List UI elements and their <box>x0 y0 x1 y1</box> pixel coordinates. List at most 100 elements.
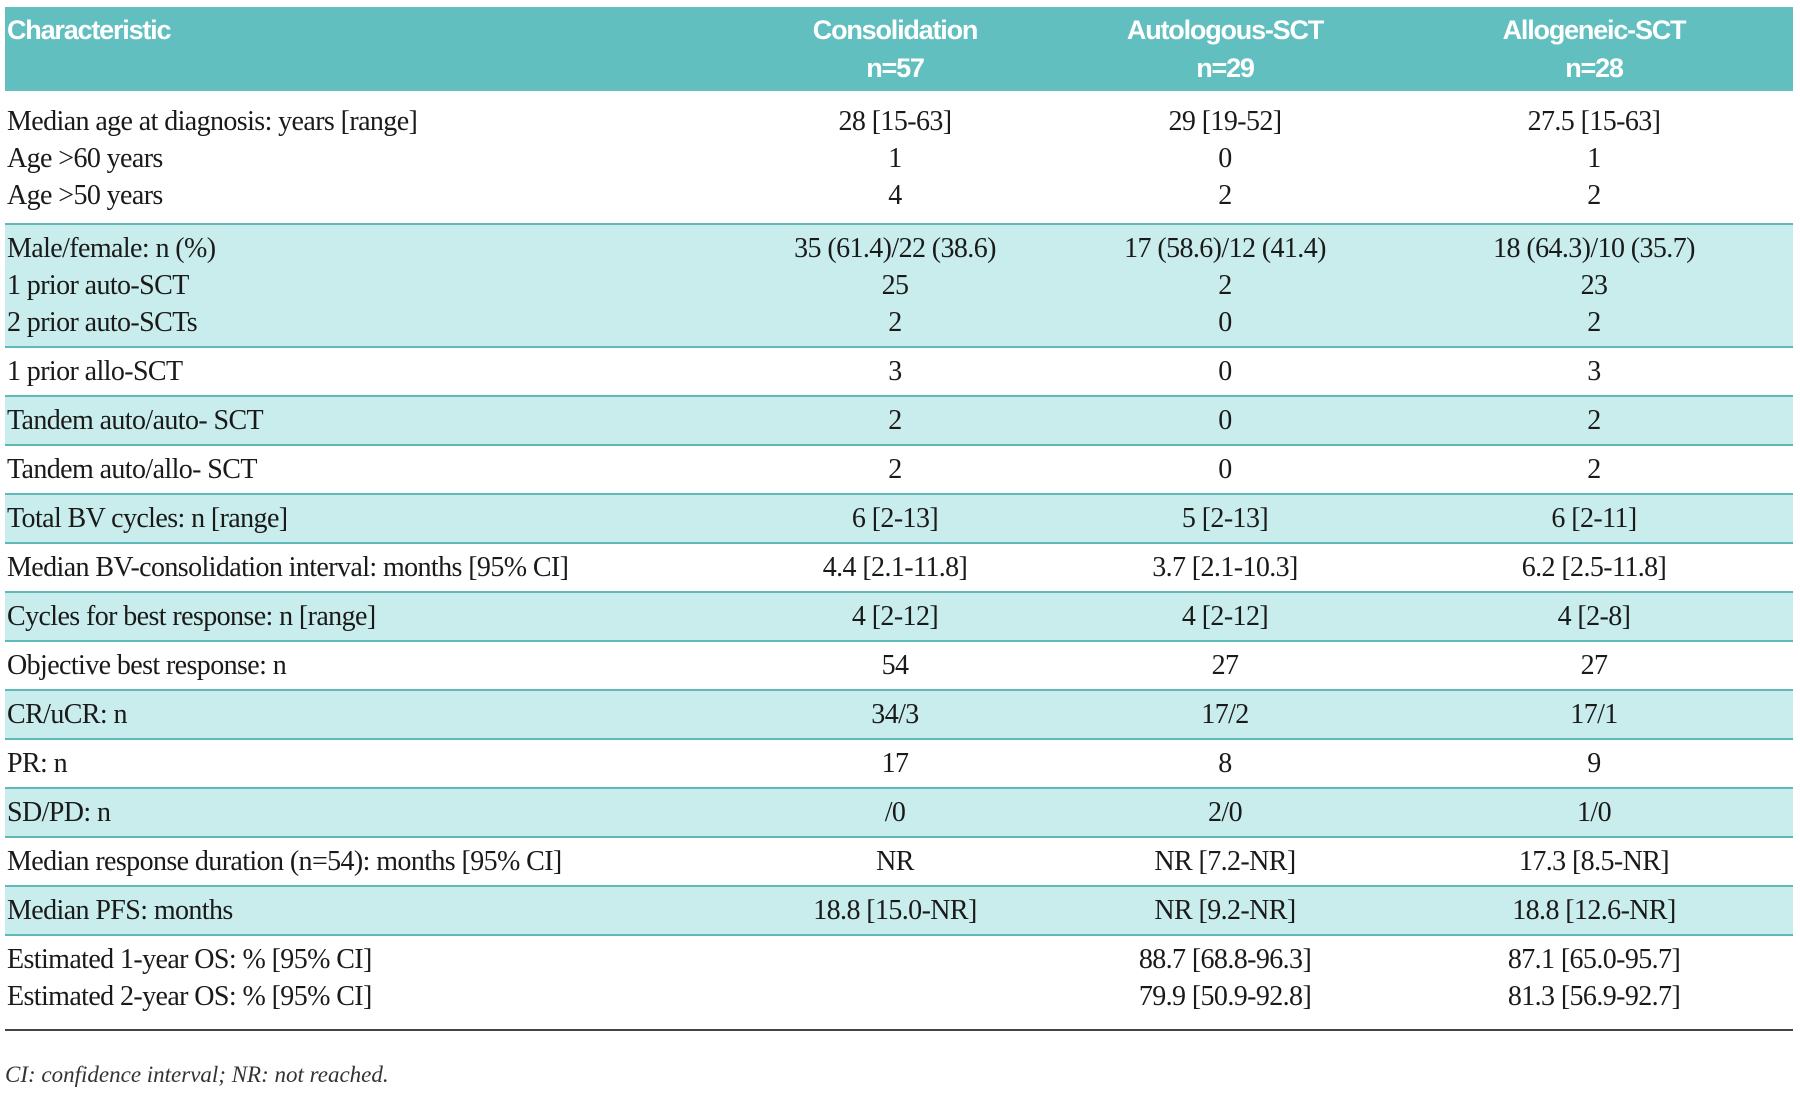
cell: 3.7 [2.1-10.3] <box>1152 552 1298 583</box>
cell: 2 <box>1218 270 1232 301</box>
column-name: Consolidation <box>812 15 979 45</box>
row-label: 1 prior auto-SCT <box>7 270 189 301</box>
table-row: Estimated 2-year OS: % [95% CI] 79.9 [50.… <box>5 978 1793 1020</box>
cell: 79.9 [50.9-92.8] <box>1138 981 1312 1012</box>
row-label: Total BV cycles: n [range] <box>7 503 288 534</box>
row-group: Estimated 1-year OS: % [95% CI] 88.7 [68.… <box>5 935 1793 1020</box>
cell: 2/0 <box>1208 797 1243 828</box>
table-header: Characteristic Consolidation n=57 Autologou… <box>5 7 1793 91</box>
cell: 1/0 <box>1577 797 1612 828</box>
row-label: Tandem auto/auto- SCT <box>7 405 264 436</box>
cell: 2 <box>888 307 902 338</box>
row-group: Tandem auto/auto- SCT 2 0 2 <box>5 396 1793 445</box>
cell: 2 <box>1218 180 1232 211</box>
row-label: PR: n <box>7 748 68 779</box>
cell: 8 <box>1218 748 1232 779</box>
cell: 18.8 [12.6-NR] <box>1512 895 1676 926</box>
cell: 4 [2-8] <box>1557 601 1631 632</box>
column-n: n=28 <box>1565 53 1624 83</box>
cell: 27 <box>1211 650 1239 681</box>
cell: 18 (64.3)/10 (35.7) <box>1493 233 1695 264</box>
cell: NR [7.2-NR] <box>1154 846 1296 877</box>
cell: 17 (58.6)/12 (41.4) <box>1124 233 1326 264</box>
table-row: 1 prior auto-SCT 25 2 23 <box>5 267 1793 304</box>
row-label: Cycles for best response: n [range] <box>7 601 376 632</box>
table-row: Age >50 years 4 2 2 <box>5 177 1793 224</box>
table-row: Tandem auto/allo- SCT 2 0 2 <box>5 445 1793 494</box>
row-group: Objective best response: n 54 27 27 <box>5 641 1793 690</box>
row-group: Median PFS: months 18.8 [15.0-NR] NR [9.2-… <box>5 886 1793 935</box>
row-label: Median BV-consolidation interval: months… <box>7 552 569 583</box>
cell: 3 <box>1587 356 1601 387</box>
cell: 88.7 [68.8-96.3] <box>1138 944 1312 975</box>
cell: 2 <box>888 454 902 485</box>
cell: 2 <box>1587 180 1601 211</box>
footer-rule <box>5 1029 1793 1031</box>
row-label: Median age at diagnosis: years [range] <box>7 106 418 137</box>
row-group: Cycles for best response: n [range] 4 [2-… <box>5 592 1793 641</box>
cell: 0 <box>1218 454 1232 485</box>
row-label: Median PFS: months <box>7 895 233 926</box>
row-group: SD/PD: n/0 2/0 1/0 <box>5 788 1793 837</box>
cell: 3 <box>888 356 902 387</box>
cell: 6 [2-13] <box>851 503 939 534</box>
table-row: Tandem auto/auto- SCT 2 0 2 <box>5 396 1793 445</box>
column-n: n=57 <box>866 53 925 83</box>
cell: 25 <box>881 270 909 301</box>
column-header: Allogeneic-SCT n=28 <box>1395 7 1793 91</box>
cell: 0 <box>1218 405 1232 436</box>
cell: 27 <box>1580 650 1608 681</box>
cell: 35 (61.4)/22 (38.6) <box>794 233 996 264</box>
cell: 0 <box>1218 143 1232 174</box>
cell: 5 [2-13] <box>1181 503 1269 534</box>
header-row: Characteristic Consolidation n=57 Autologou… <box>5 7 1793 91</box>
row-label: Median response duration (n=54): months … <box>7 846 562 877</box>
cell: 1 <box>1587 143 1601 174</box>
table-row: 2 prior auto-SCTs 2 0 2 <box>5 304 1793 347</box>
table-row: Objective best response: n 54 27 27 <box>5 641 1793 690</box>
column-name: Characteristic <box>7 15 171 45</box>
row-label: Male/female: n (%) <box>7 233 216 264</box>
table-row: Median PFS: months 18.8 [15.0-NR] NR [9.2-… <box>5 886 1793 935</box>
row-group: PR: n 17 8 9 <box>5 739 1793 788</box>
row-label: SD/PD: n <box>7 797 111 828</box>
row-label: Age >60 years <box>7 143 163 174</box>
cell: 34/3 <box>871 699 919 730</box>
cell: 4 [2-12] <box>851 601 939 632</box>
column-header: Characteristic <box>5 7 735 91</box>
cell: 4 <box>888 180 902 211</box>
row-group: Male/female: n (%) 35 (61.4)/22 (38.6) 17 … <box>5 224 1793 347</box>
row-label: Age >50 years <box>7 180 163 211</box>
column-n: n=29 <box>1196 53 1255 83</box>
row-label: Estimated 1-year OS: % [95% CI] <box>7 944 372 975</box>
cell: 18.8 [15.0-NR] <box>813 895 977 926</box>
cell: 2 <box>1587 307 1601 338</box>
cell: 28 [15-63] <box>838 106 953 137</box>
table-row: Age >60 years 1 0 1 <box>5 140 1793 177</box>
cell: 17 <box>881 748 909 779</box>
row-label: CR/uCR: n <box>7 699 127 730</box>
cell: NR <box>876 846 914 877</box>
cell: 17/2 <box>1201 699 1249 730</box>
row-group: Median response duration (n=54): months … <box>5 837 1793 886</box>
footnote: CI: confidence interval; NR: not reached… <box>5 1062 389 1087</box>
cell: 4.4 [2.1-11.8] <box>822 552 968 583</box>
cell: 9 <box>1587 748 1601 779</box>
cell: NR [9.2-NR] <box>1154 895 1296 926</box>
table-row: Median BV-consolidation interval: months… <box>5 543 1793 592</box>
cell: 6 [2-11] <box>1551 503 1637 534</box>
row-label: Objective best response: n <box>7 650 287 681</box>
cell: 17.3 [8.5-NR] <box>1518 846 1670 877</box>
table-row: 1 prior allo-SCT 3 0 3 <box>5 347 1793 396</box>
row-group: CR/uCR: n 34/3 17/2 17/1 <box>5 690 1793 739</box>
row-label: Tandem auto/allo- SCT <box>7 454 257 485</box>
cell: 2 <box>1587 454 1601 485</box>
row-group: Median age at diagnosis: years [range] 28… <box>5 91 1793 224</box>
cell: 87.1 [65.0-95.7] <box>1507 944 1681 975</box>
table-row: CR/uCR: n 34/3 17/2 17/1 <box>5 690 1793 739</box>
cell <box>735 935 1055 978</box>
table-row: Male/female: n (%) 35 (61.4)/22 (38.6) 17 … <box>5 224 1793 267</box>
cell: 0 <box>1218 307 1232 338</box>
column-name: Allogeneic-SCT <box>1502 15 1687 45</box>
cell: 23 <box>1580 270 1608 301</box>
